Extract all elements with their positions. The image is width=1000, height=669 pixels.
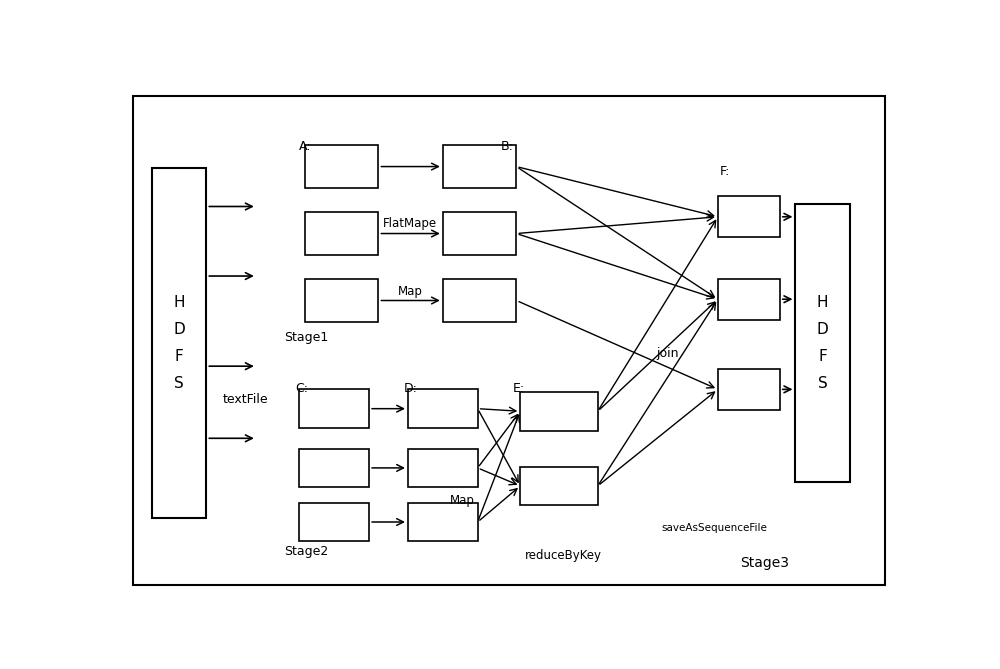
FancyBboxPatch shape	[718, 196, 780, 237]
Text: Stage2: Stage2	[284, 545, 328, 559]
Text: C:: C:	[296, 381, 308, 395]
FancyBboxPatch shape	[443, 278, 516, 322]
Text: E:: E:	[512, 381, 525, 395]
Text: A:: A:	[299, 140, 312, 153]
FancyBboxPatch shape	[718, 369, 780, 410]
FancyBboxPatch shape	[718, 278, 780, 320]
FancyBboxPatch shape	[520, 392, 598, 431]
FancyBboxPatch shape	[152, 168, 206, 518]
Text: Stage3: Stage3	[740, 557, 789, 571]
FancyBboxPatch shape	[299, 449, 369, 487]
FancyBboxPatch shape	[443, 211, 516, 256]
FancyBboxPatch shape	[795, 204, 850, 482]
Text: D:: D:	[404, 381, 418, 395]
FancyBboxPatch shape	[133, 96, 885, 585]
FancyBboxPatch shape	[408, 502, 478, 541]
FancyBboxPatch shape	[408, 449, 478, 487]
FancyBboxPatch shape	[443, 145, 516, 189]
Text: reduceByKey: reduceByKey	[524, 549, 601, 562]
FancyBboxPatch shape	[305, 145, 378, 189]
Text: Map: Map	[450, 494, 475, 506]
FancyBboxPatch shape	[299, 502, 369, 541]
Text: B:: B:	[501, 140, 514, 153]
Text: Map: Map	[398, 285, 423, 298]
Text: Stage1: Stage1	[284, 331, 328, 344]
FancyBboxPatch shape	[305, 278, 378, 322]
FancyBboxPatch shape	[299, 389, 369, 428]
Text: F:: F:	[720, 165, 731, 178]
Text: H
D
F
S: H D F S	[817, 295, 828, 391]
Text: saveAsSequenceFile: saveAsSequenceFile	[661, 523, 767, 533]
FancyBboxPatch shape	[305, 211, 378, 256]
Text: FlatMape: FlatMape	[383, 217, 437, 230]
FancyBboxPatch shape	[408, 389, 478, 428]
Text: textFile: textFile	[222, 393, 268, 406]
Text: H
D
F
S: H D F S	[173, 295, 185, 391]
Text: join: join	[656, 347, 678, 360]
FancyBboxPatch shape	[520, 467, 598, 505]
